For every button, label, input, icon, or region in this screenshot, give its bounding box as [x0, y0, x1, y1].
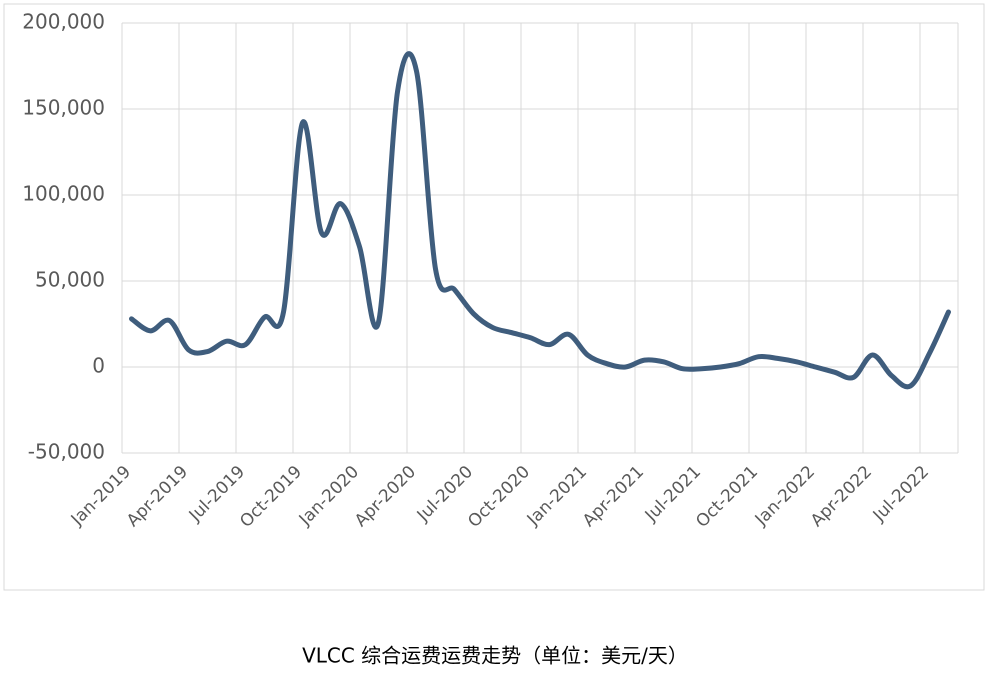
x-tick-label: Oct-2020	[464, 462, 534, 532]
y-tick-label: 50,000	[35, 268, 105, 292]
data-line	[129, 51, 951, 390]
y-tick-label: 200,000	[22, 10, 105, 34]
y-tick-label: 0	[92, 354, 105, 378]
y-tick-label: 150,000	[22, 96, 105, 120]
x-tick-label: Jul-2022	[869, 462, 933, 526]
x-tick-label: Apr-2020	[351, 462, 420, 531]
y-tick-label: -50,000	[28, 440, 105, 464]
x-tick-label: Apr-2021	[579, 462, 648, 531]
y-tick-label: 100,000	[22, 182, 105, 206]
chart-title: VLCC 综合运费运费走势（单位：美元/天）	[302, 644, 688, 668]
x-tick-label: Apr-2022	[807, 462, 876, 531]
x-tick-label: Oct-2019	[236, 462, 306, 532]
x-tick-label: Oct-2021	[692, 462, 762, 532]
x-tick-label: Apr-2019	[123, 462, 192, 531]
chart-frame	[3, 3, 985, 591]
